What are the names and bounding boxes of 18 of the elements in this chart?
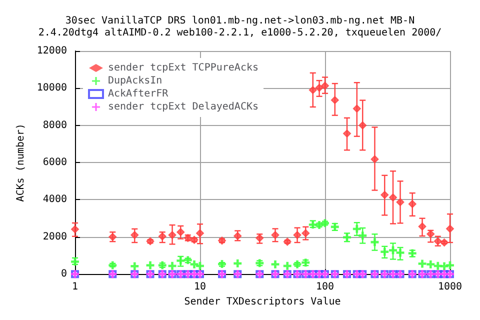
y-tick-label: 2000: [42, 231, 68, 242]
legend-label: AckAfterFR: [108, 88, 170, 100]
x-tick-label: 1: [72, 282, 78, 293]
chart-title: 30sec VanillaTCP DRS lon01.mb-ng.net->lon03.mb-ng.net MB-N 2.4.20dtg4 altAIMD-0.2 web100-2.2.1, e1000-5.2.20, txqueuelen 2000/: [38, 16, 442, 38]
legend-label: DupAcksIn: [108, 76, 162, 86]
y-axis-title: ACKs (number): [16, 123, 26, 202]
x-axis-title: Sender TXDescriptors Value: [184, 296, 341, 308]
y-tick-label: 6000: [42, 157, 68, 168]
legend-label: sender tcpExt TCPPureAcks: [108, 62, 259, 74]
x-tick-label: 100: [316, 282, 334, 293]
y-tick-label: 4000: [42, 194, 68, 206]
legend-label: sender tcpExt DelayedACKs: [108, 102, 259, 112]
x-tick-label: 10: [194, 282, 206, 293]
x-tick-label: 1000: [438, 282, 462, 293]
y-tick-label: 0: [60, 268, 68, 280]
y-tick-label: 8000: [42, 120, 68, 131]
y-tick-label: 12000: [36, 46, 68, 56]
y-tick-label: 10000: [36, 82, 68, 94]
